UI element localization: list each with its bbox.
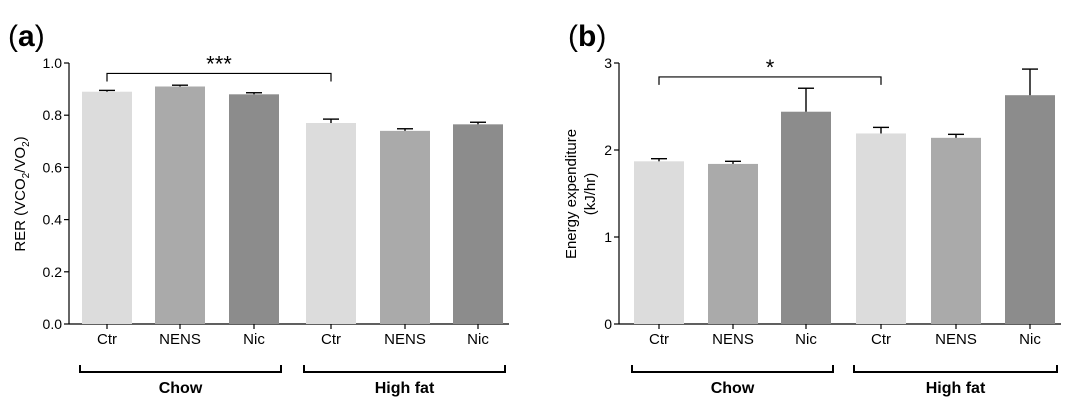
panel-a-y-tick-label: 0.0 [43, 316, 63, 332]
panel-b-y-axis-label-line1: Energy expenditure [563, 129, 580, 259]
panel-a-y-tick-label: 0.4 [43, 212, 63, 228]
panel-a-y-axis-label: RER (VCO2/VO2) [12, 136, 32, 251]
panel-a-bar [453, 124, 503, 325]
panel-b-category-label: Nic [795, 331, 817, 348]
panel-b-category-label: Nic [1019, 331, 1041, 348]
panel-b-label: (b) [568, 20, 606, 53]
panel-b-bar [708, 163, 758, 324]
panel-a-letter: a [18, 20, 35, 53]
panel-a-y-tick-label: 0.6 [43, 159, 63, 175]
panel-a-y-tick-label: 0.2 [43, 264, 63, 280]
panel-a-category-label: Ctr [97, 331, 117, 348]
panel-b-group-bracket [853, 365, 1058, 373]
panel-b-plot: 0 1 2 3 Ctr NENS Nic Ctr NENS Nic Chow High fat * [604, 55, 1061, 397]
panel-a-group-bracket [303, 365, 506, 373]
panel-b-category-label: NENS [935, 331, 977, 348]
panel-a-bar [380, 130, 430, 324]
panel-b-group-bracket [631, 365, 834, 373]
panel-a-group-label: Chow [159, 380, 203, 397]
panel-a-bar [306, 123, 356, 324]
panel-a-plot: 0.0 0.2 0.4 0.6 0.8 1.0 Ctr NENS Nic Ctr NENS Nic Ch… [43, 51, 509, 397]
panel-a-label: (a) [8, 20, 45, 53]
panel-a-category-label: Ctr [321, 331, 341, 348]
panel-b-category-label: Ctr [649, 331, 669, 348]
panel-b-bar [856, 133, 906, 324]
panel-b-significance-label: * [766, 55, 775, 80]
panel-a-group-bracket [79, 365, 282, 373]
panel-a-significance-label: *** [206, 51, 232, 76]
panel-a-category-label: NENS [384, 331, 426, 348]
panel-a-group-label: High fat [375, 380, 435, 397]
panel-b-letter: b [578, 20, 596, 53]
panel-b-category-label: Ctr [871, 331, 891, 348]
panel-b-y-tick-label: 1 [604, 229, 612, 245]
panel-b-y-tick-label: 0 [604, 316, 612, 332]
panel-b-y-tick-label: 3 [604, 55, 612, 71]
panel-a-category-label: Nic [467, 331, 489, 348]
panel-b-bar [634, 161, 684, 324]
panel-a-bar [229, 94, 279, 324]
panel-b-bar [1005, 95, 1055, 324]
panel-b-group-label: Chow [711, 380, 755, 397]
panel-a-category-label: Nic [243, 331, 265, 348]
panel-a-bar [155, 86, 205, 325]
panel-b-bar [781, 111, 831, 324]
panel-b-y-axis-label-line2: (kJ/hr) [582, 173, 599, 216]
panel-b-category-label: NENS [712, 331, 754, 348]
panel-a-significance-bracket [106, 72, 332, 82]
panel-b-y-tick-label: 2 [604, 142, 612, 158]
panel-a-y-tick-label: 1.0 [43, 55, 63, 71]
panel-b-bar [931, 137, 981, 324]
panel-b-group-label: High fat [926, 380, 986, 397]
panel-a-bar [82, 91, 132, 325]
panel-a-category-label: NENS [159, 331, 201, 348]
panel-a-y-tick-label: 0.8 [43, 107, 63, 123]
panel-b-significance-bracket [658, 76, 882, 85]
